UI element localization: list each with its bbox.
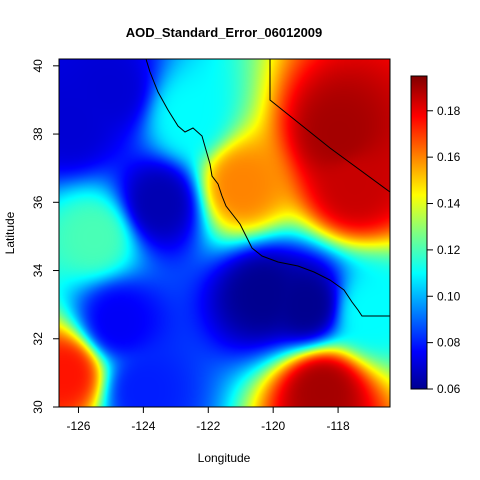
colorbar-ticks: 0.06 0.08 0.10 0.12 0.14 0.16 0.18: [427, 104, 461, 396]
y-axis-label: Latitude: [3, 211, 17, 254]
colorbar-tick-label: 0.08: [437, 336, 461, 350]
california-nevada-border: [269, 59, 391, 193]
x-axis-label: Longitude: [198, 451, 251, 465]
y-tick-label: 30: [31, 400, 45, 414]
x-tick-label: -124: [131, 419, 155, 433]
colorbar-tick-label: 0.16: [437, 150, 461, 164]
colorbar-tick-label: 0.06: [437, 382, 461, 396]
coastline: [145, 58, 390, 317]
heatmap-area: [58, 58, 391, 408]
y-tick-label: 32: [31, 332, 45, 346]
plot-frame: [58, 58, 391, 408]
colorbar-tick-label: 0.14: [437, 197, 461, 211]
x-axis: -126 -124 -122 -120 -118: [66, 407, 350, 433]
y-axis: 30 32 34 36 38 40: [31, 59, 59, 414]
colorbar-gradient: [410, 75, 428, 390]
y-tick-label: 38: [31, 127, 45, 141]
x-tick-label: -118: [327, 419, 350, 433]
y-tick-label: 36: [31, 195, 45, 209]
heatmap-raster: [59, 59, 390, 407]
y-tick-label: 40: [31, 59, 45, 73]
colorbar-tick-label: 0.18: [437, 104, 461, 118]
colorbar: 0.06 0.08 0.10 0.12 0.14 0.16 0.18: [410, 75, 461, 396]
colorbar-tick-label: 0.10: [437, 289, 461, 303]
x-tick-label: -120: [261, 419, 285, 433]
y-tick-label: 34: [31, 264, 45, 278]
x-tick-label: -122: [196, 419, 220, 433]
x-tick-label: -126: [66, 419, 90, 433]
chart-title: AOD_Standard_Error_06012009: [126, 25, 323, 40]
colorbar-tick-label: 0.12: [437, 243, 461, 257]
